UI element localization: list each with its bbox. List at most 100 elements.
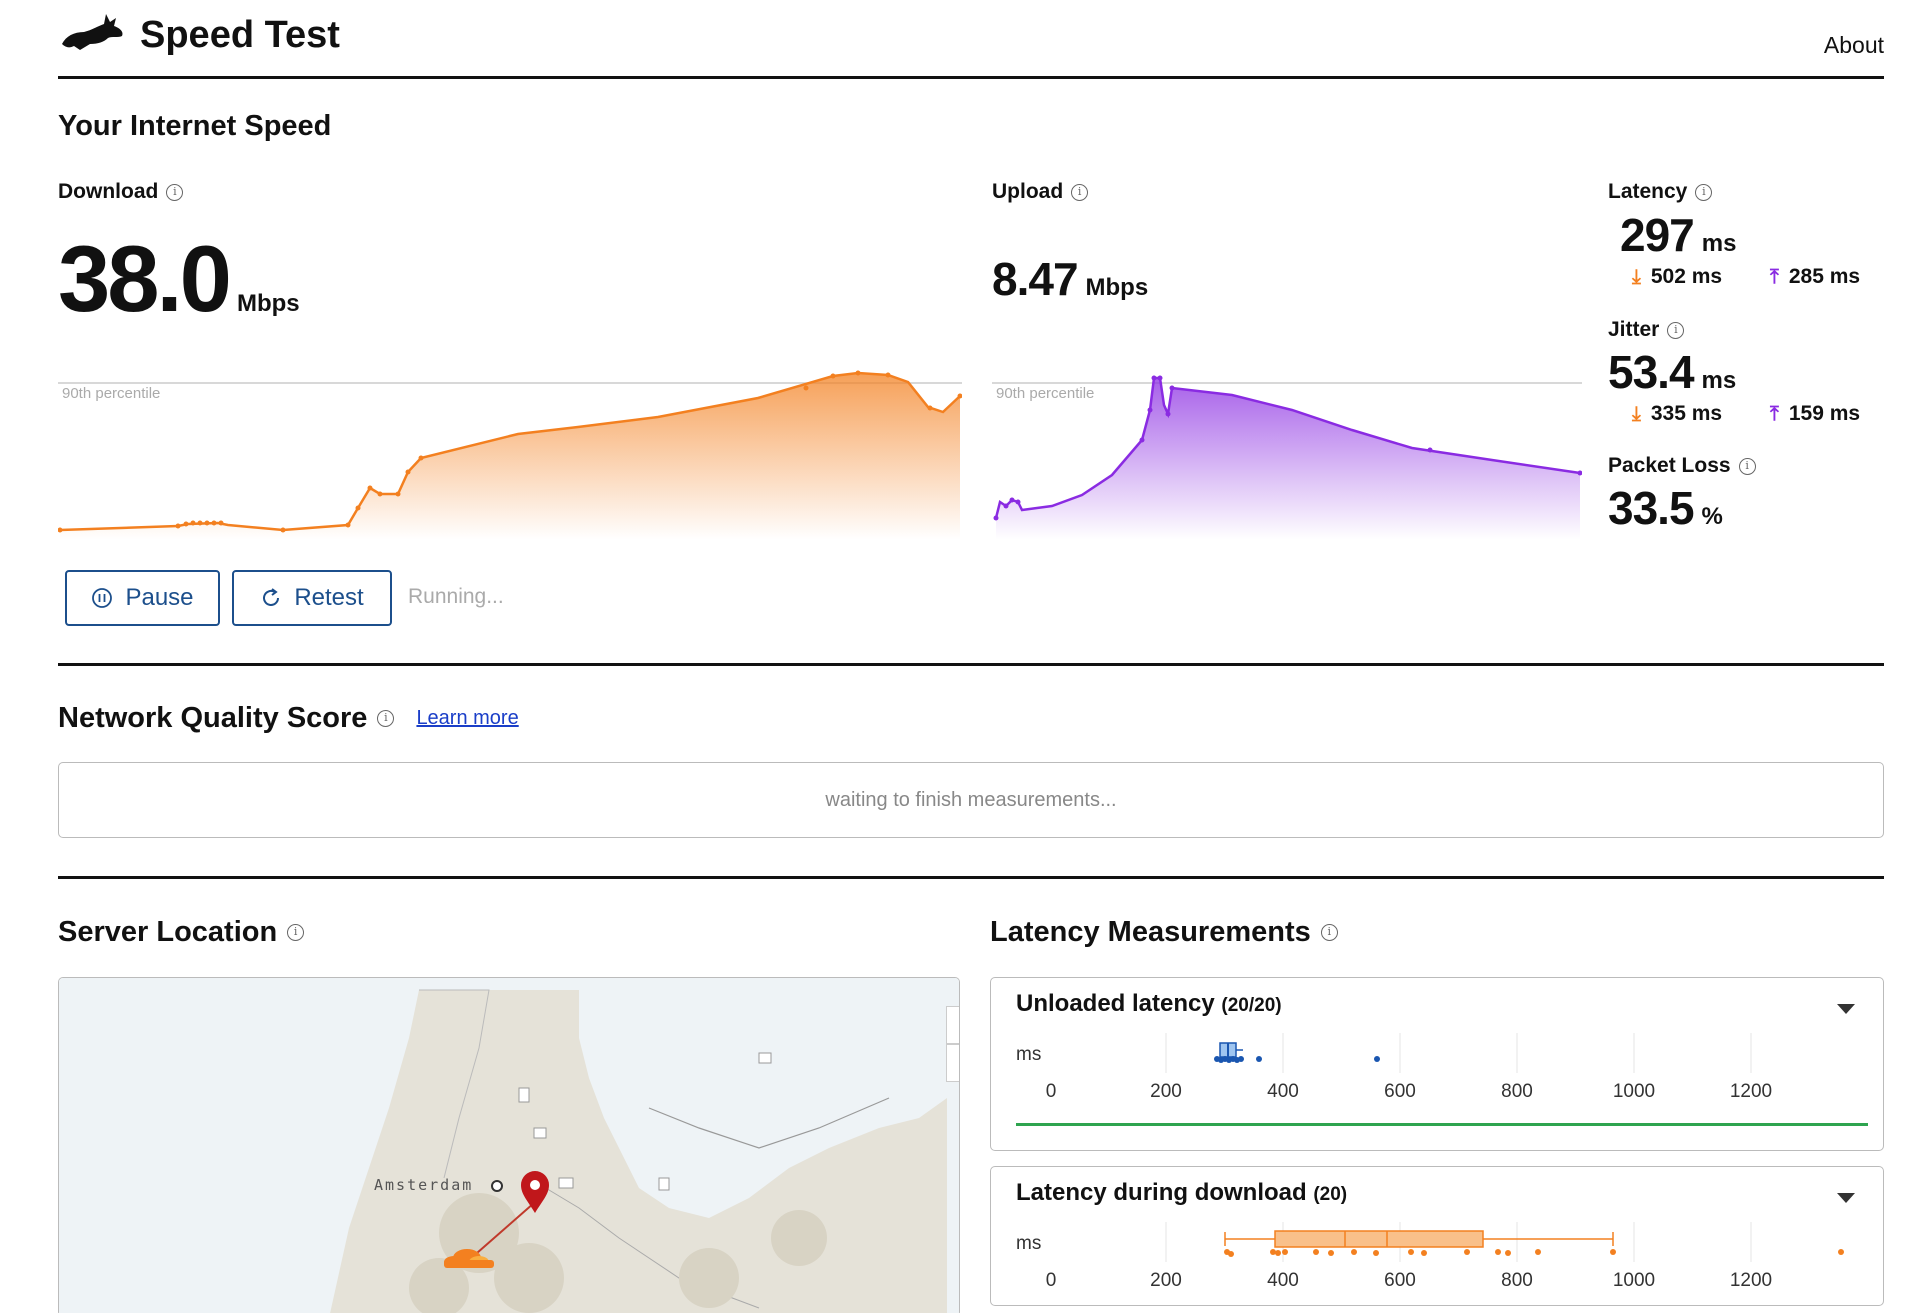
retest-button[interactable]: Retest [232,570,392,626]
location-pin-icon [521,1171,549,1213]
header-divider [58,76,1884,79]
info-icon[interactable]: i [1667,321,1685,339]
latency-unit: ms [1701,230,1737,257]
refresh-icon [263,588,280,606]
upload-number: 8.47 [992,253,1079,305]
axis-tick: 1000 [1612,1270,1656,1291]
latency-value: 297 ms [1620,208,1736,262]
axis-tick: 0 [1045,1081,1057,1102]
jitter-label: Jitter i [1608,318,1685,342]
upload-value: 8.47 Mbps [992,252,1148,306]
axis-tick: 800 [1501,1270,1533,1291]
jitter-upload: ⤒ 159 ms [1770,402,1860,426]
jitter-download: ⤓ 335 ms [1632,402,1722,426]
axis-tick: 600 [1384,1081,1416,1102]
route-line [476,1202,535,1254]
learn-more-link[interactable]: Learn more [416,707,519,729]
download-ms-label: ms [1016,1233,1042,1254]
jitter-download-value: 335 ms [1650,402,1723,425]
info-icon[interactable]: i [287,924,305,941]
status-bar [1016,1123,1868,1126]
speed-heading: Your Internet Speed [58,110,332,142]
latency-download-value: 502 ms [1650,265,1723,288]
section-divider [58,663,1884,666]
download-percentile-label: 90th percentile [62,385,161,402]
pause-button[interactable]: Pause [65,570,220,626]
download-unit: Mbps [236,290,300,317]
zoom-out-button[interactable]: − [946,1044,959,1082]
unloaded-latency-title: Unloaded latency (20/20) [1016,990,1282,1018]
axis-tick: 600 [1384,1270,1416,1291]
chevron-down-icon[interactable] [1837,1193,1855,1203]
info-icon[interactable]: i [1695,183,1713,201]
jitter-label-text: Jitter [1608,318,1660,341]
cloudflare-cloud-icon [444,1249,494,1268]
axis-tick: 0 [1045,1270,1057,1291]
upload-label: Upload i [992,180,1089,204]
about-link[interactable]: About [1823,32,1884,58]
packet-loss-label: Packet Loss i [1608,454,1756,478]
latency-label-text: Latency [1608,180,1688,203]
info-icon[interactable]: i [166,183,184,201]
zoom-in-button[interactable]: + [946,1006,959,1044]
unloaded-ms-label: ms [1016,1044,1042,1065]
status-text: Running... [408,585,504,608]
nqs-message: waiting to finish measurements... [825,788,1117,811]
download-latency-count: (20) [1313,1184,1348,1205]
upload-label-text: Upload [992,180,1064,203]
nqs-header: Network Quality Score i Learn more [58,702,519,735]
info-icon[interactable]: i [1738,457,1756,475]
download-chart [58,370,962,540]
latency-label: Latency i [1608,180,1713,204]
download-arrow-icon: ⤓ [1632,402,1641,425]
download-latency-title: Latency during download (20) [1016,1179,1347,1207]
jitter-unit: ms [1701,367,1737,394]
unloaded-latency-title-text: Unloaded latency [1016,990,1215,1017]
pause-icon [92,588,113,608]
upload-arrow-icon: ⤒ [1770,265,1779,288]
latency-number: 297 [1620,209,1695,261]
map-city-label: Amsterdam [374,1176,473,1194]
latency-measurements-header: Latency Measurements i [990,916,1338,949]
axis-tick: 1000 [1612,1081,1656,1102]
packet-loss-value: 33.5 % [1608,481,1723,535]
pause-button-label: Pause [125,584,194,611]
latency-measurements-heading: Latency Measurements [990,916,1311,948]
packet-loss-label-text: Packet Loss [1608,454,1731,477]
download-latency-title-text: Latency during download [1016,1179,1307,1206]
map[interactable]: Amsterdam [59,978,960,1313]
section-divider [58,876,1884,879]
city-dot-icon [491,1180,503,1192]
info-icon[interactable]: i [1071,183,1089,201]
upload-arrow-icon: ⤒ [1770,402,1779,425]
packet-loss-unit: % [1701,503,1723,530]
jitter-number: 53.4 [1608,346,1695,398]
unloaded-latency-panel[interactable]: Unloaded latency (20/20) ms 0 200 400 60… [990,977,1884,1151]
axis-tick: 1200 [1729,1270,1773,1291]
info-icon[interactable]: i [377,710,395,727]
server-header: Server Location i [58,916,305,949]
axis-tick: 200 [1150,1081,1182,1102]
download-latency-panel[interactable]: Latency during download (20) ms 0 200 40… [990,1166,1884,1306]
jitter-value: 53.4 ms [1608,345,1736,399]
info-icon[interactable]: i [1320,924,1338,941]
download-label-text: Download [58,180,159,203]
upload-chart [992,375,1582,540]
nqs-box: waiting to finish measurements... [58,762,1884,838]
upload-unit: Mbps [1085,274,1149,301]
axis-tick: 400 [1267,1270,1299,1291]
latency-download: ⤓ 502 ms [1632,265,1722,289]
upload-percentile-label: 90th percentile [996,385,1095,402]
unloaded-latency-plot [1165,1033,1752,1073]
jitter-upload-value: 159 ms [1788,402,1861,425]
nqs-heading: Network Quality Score [58,702,368,734]
map-container[interactable]: Amsterdam + − [58,977,960,1313]
download-arrow-icon: ⤓ [1632,265,1641,288]
download-latency-plot [1165,1222,1844,1262]
rabbit-logo-icon [62,14,123,50]
download-label: Download i [58,180,184,204]
unloaded-latency-count: (20/20) [1221,995,1282,1016]
axis-tick: 200 [1150,1270,1182,1291]
download-number: 38.0 [58,226,232,331]
chevron-down-icon[interactable] [1837,1004,1855,1014]
